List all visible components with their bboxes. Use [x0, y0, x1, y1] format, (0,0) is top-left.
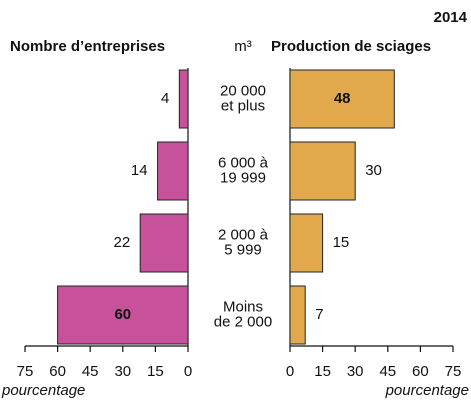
x-tick-label: 75	[445, 363, 462, 380]
x-tick-label: 45	[82, 363, 99, 380]
panel-title: Production de sciages	[271, 38, 431, 55]
value-label: 15	[333, 234, 350, 251]
category-label: 20 000	[220, 82, 266, 99]
value-label: 7	[315, 306, 323, 323]
unit-label: m³	[234, 38, 252, 55]
x-tick-label: 30	[114, 363, 131, 380]
value-label: 48	[334, 90, 351, 107]
category-label: 2 000 à	[218, 226, 269, 243]
x-tick-label: 15	[147, 363, 164, 380]
x-tick-label: 60	[49, 363, 66, 380]
bar	[289, 213, 324, 273]
panel-title: Nombre d’entreprises	[10, 38, 165, 55]
value-label: 30	[365, 162, 382, 179]
value-label: 60	[114, 306, 131, 323]
category-label: 19 999	[220, 169, 266, 186]
category-label: 6 000 à	[218, 154, 269, 171]
x-axis-label: pourcentage	[385, 382, 469, 399]
x-tick-label: 30	[347, 363, 364, 380]
x-axis-label: pourcentage	[1, 382, 85, 399]
category-label: 5 999	[224, 241, 262, 258]
bar	[157, 141, 189, 201]
x-tick-label: 15	[314, 363, 331, 380]
chart-title: 2014	[434, 9, 468, 26]
x-tick-label: 0	[286, 363, 294, 380]
x-tick-label: 75	[17, 363, 34, 380]
value-label: 4	[161, 90, 169, 107]
value-label: 14	[131, 162, 148, 179]
bar	[289, 69, 395, 129]
category-label: Moins	[223, 298, 263, 315]
bar	[289, 285, 306, 345]
bar	[57, 285, 189, 345]
category-label: et plus	[221, 97, 265, 114]
category-label: de 2 000	[214, 313, 272, 330]
x-tick-label: 60	[412, 363, 429, 380]
value-label: 22	[113, 234, 130, 251]
bar	[178, 69, 189, 129]
bar	[289, 141, 356, 201]
bar	[139, 213, 189, 273]
x-tick-label: 45	[379, 363, 396, 380]
x-tick-label: 0	[184, 363, 192, 380]
